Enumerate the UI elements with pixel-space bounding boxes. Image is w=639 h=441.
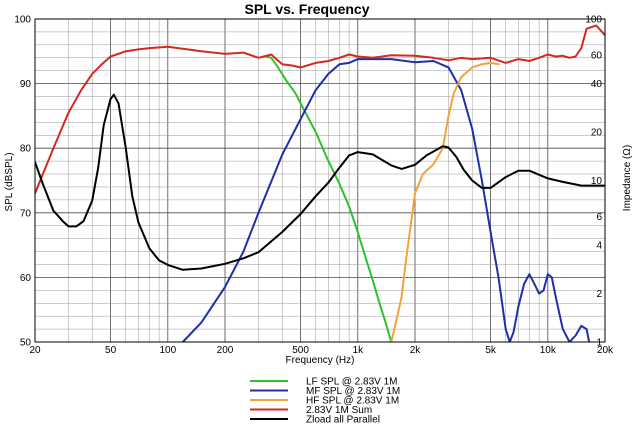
- y-tick-label: 60: [20, 273, 32, 284]
- y2-tick-label: 40: [591, 79, 603, 90]
- x-axis-ticks: 20 50 100 200 500 1k 2k 5k 10k 20k: [29, 345, 614, 356]
- series-line-2: [181, 58, 591, 342]
- y2-tick-label: 60: [591, 50, 603, 61]
- legend-label: Zload all Parallel: [306, 415, 380, 426]
- series-line-3: [390, 61, 500, 342]
- plot-frame: [34, 18, 606, 343]
- chart-series: [35, 24, 605, 342]
- x-tick-label: 50: [105, 345, 117, 356]
- x-tick-label: 200: [217, 345, 234, 356]
- y2-tick-label: 6: [596, 212, 602, 223]
- y2-axis-label: Impedance (Ω): [622, 145, 633, 211]
- y2-tick-label: 4: [596, 240, 602, 251]
- x-tick-label: 5k: [485, 345, 497, 356]
- y-tick-label: 80: [20, 144, 32, 155]
- series-line-1: [265, 55, 393, 342]
- series-line-4: [35, 24, 605, 195]
- y2-tick-label: 100: [585, 15, 602, 26]
- x-tick-label: 20: [29, 345, 41, 356]
- legend-label: 2.83V 1M Sum: [306, 405, 372, 416]
- y2-tick-label: 1: [596, 338, 602, 349]
- legend-label: HF SPL @ 2.83V 1M: [306, 396, 399, 407]
- y2-tick-label: 20: [591, 127, 603, 138]
- x-tick-label: 500: [292, 345, 309, 356]
- legend-label: LF SPL @ 2.83V 1M: [306, 377, 398, 388]
- series-line-5: [35, 93, 605, 271]
- y-tick-label: 50: [20, 338, 32, 349]
- x-axis-label: Frequency (Hz): [286, 355, 355, 366]
- y-axis-label: SPL (dBSPL): [4, 152, 15, 211]
- chart-grid: [34, 18, 606, 343]
- y-axis-ticks: 50 60 70 80 90 100: [14, 15, 31, 349]
- y2-tick-label: 2: [596, 289, 602, 300]
- x-tick-label: 2k: [410, 345, 422, 356]
- x-tick-label: 10k: [540, 345, 557, 356]
- y-tick-label: 70: [20, 208, 32, 219]
- y2-axis-ticks: 1 2 4 6 10 20 40 60 100: [585, 15, 602, 349]
- y-tick-label: 100: [14, 15, 31, 26]
- legend-label: MF SPL @ 2.83V 1M: [306, 386, 400, 397]
- chart-title: SPL vs. Frequency: [244, 1, 369, 17]
- x-tick-label: 1k: [353, 345, 365, 356]
- y-tick-label: 90: [20, 79, 32, 90]
- x-tick-label: 20k: [597, 345, 614, 356]
- x-tick-label: 100: [159, 345, 176, 356]
- y2-tick-label: 10: [591, 176, 603, 187]
